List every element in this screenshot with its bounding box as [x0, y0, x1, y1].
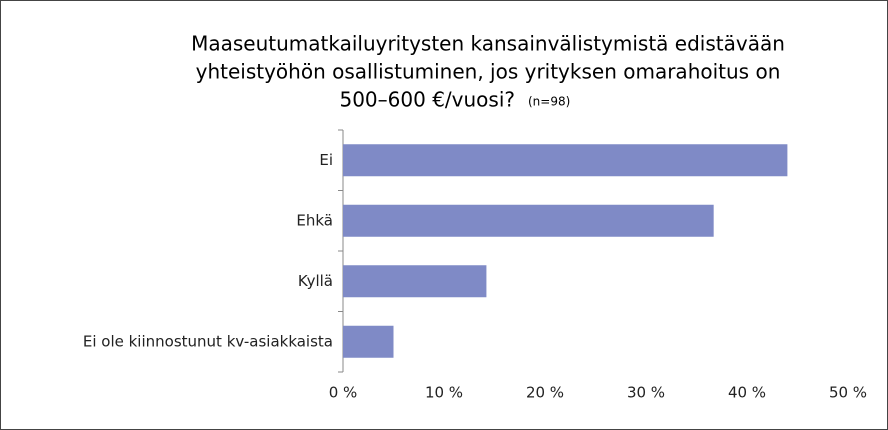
- y-tick-label: Kyllä: [298, 272, 333, 290]
- chart-title: 500–600 €/vuosi?: [339, 88, 515, 112]
- x-tick-label: 10 %: [425, 384, 463, 402]
- y-tick-label: Ei: [319, 151, 333, 169]
- chart-title: yhteistyöhön osallistuminen, jos yrityks…: [196, 60, 781, 84]
- bar: [343, 204, 714, 237]
- x-tick-label: 0 %: [329, 384, 358, 402]
- bar: [343, 144, 788, 177]
- x-tick-label: 30 %: [627, 384, 665, 402]
- x-tick-label: 50 %: [829, 384, 867, 402]
- chart-title: Maaseutumatkailuyritysten kansainvälisty…: [191, 32, 785, 56]
- x-tick-label: 20 %: [526, 384, 564, 402]
- chart-subtitle: (n=98): [528, 95, 570, 109]
- bar: [343, 265, 487, 298]
- x-tick-label: 40 %: [728, 384, 766, 402]
- y-tick-label: Ehkä: [296, 211, 333, 229]
- bar: [343, 325, 394, 358]
- y-tick-label: Ei ole kiinnostunut kv-asiakkaista: [83, 332, 333, 350]
